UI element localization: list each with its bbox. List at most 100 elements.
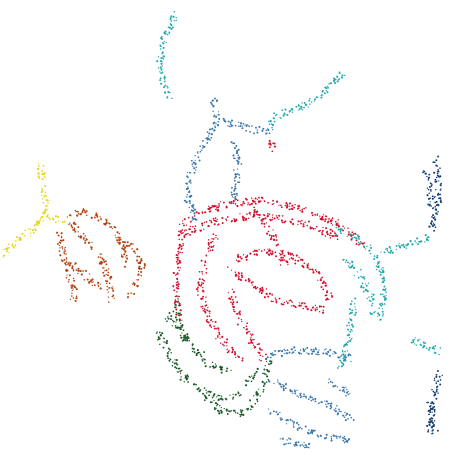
scatter-point [204,362,206,364]
scatter-point [228,201,231,204]
scatter-point [97,256,100,258]
scatter-point [256,398,259,401]
scatter-point [188,340,191,342]
scatter-point [288,351,291,354]
scatter-point [272,235,275,238]
scatter-point [234,310,236,313]
scatter-point [338,410,341,412]
scatter-point [254,346,257,349]
scatter-point [123,265,126,268]
scatter-point [175,362,178,364]
scatter-point [185,224,188,226]
scatter-point [247,380,250,382]
scatter-point [312,270,314,272]
scatter-point [380,305,383,307]
scatter-point [190,159,193,162]
scatter-point [167,317,170,320]
scatter-point [345,343,347,346]
scatter-point [253,374,256,377]
scatter-point [405,244,408,247]
scatter-point [385,288,387,290]
scatter-point [303,207,305,210]
scatter-point [182,222,184,225]
scatter-point [313,100,316,102]
scatter-point [209,324,212,327]
scatter-point [187,381,190,383]
scatter-point [192,165,194,168]
cluster-red [172,139,366,362]
scatter-point [332,385,335,388]
scatter-point [434,345,437,347]
scatter-point [307,106,309,108]
scatter-point [203,399,206,402]
scatter-point [348,231,350,233]
scatter-point [205,296,207,298]
scatter-point [427,239,429,242]
scatter-point [210,319,212,322]
scatter-point [56,231,59,234]
scatter-point [227,410,230,412]
scatter-point [334,232,336,235]
scatter-point [83,236,85,239]
scatter-point [75,210,77,213]
scatter-point [77,212,80,215]
scatter-point [197,152,199,154]
scatter-point [286,260,289,263]
scatter-point [170,20,173,22]
scatter-point [340,361,343,364]
scatter-point [402,243,405,246]
scatter-point [249,279,251,281]
scatter-point [233,219,236,221]
scatter-point [250,339,253,343]
scatter-point [325,89,327,92]
scatter-point [84,269,88,272]
scatter-point [439,184,442,187]
scatter-point [275,302,278,304]
scatter-point [321,215,324,218]
scatter-point [184,374,186,377]
scatter-point [159,77,162,80]
scatter-point [277,379,279,381]
scatter-point [294,443,297,446]
scatter-point [431,216,433,218]
scatter-point [366,297,368,300]
scatter-point [325,400,328,403]
scatter-point [192,161,195,164]
scatter-point [281,253,283,256]
scatter-point [251,284,253,286]
scatter-point [275,239,278,242]
scatter-point [92,281,94,283]
scatter-point [350,338,352,341]
scatter-point [220,371,223,374]
scatter-point [299,304,302,307]
scatter-point [29,232,32,234]
scatter-point [315,96,318,98]
scatter-point [232,157,235,159]
scatter-point [249,330,251,333]
scatter-point [226,216,229,218]
scatter-point [171,97,173,100]
scatter-point [209,241,213,244]
scatter-point [288,300,290,302]
scatter-point [294,445,296,447]
scatter-point [251,342,254,344]
scatter-point [307,267,309,269]
scatter-point [433,196,436,199]
scatter-point [161,65,163,67]
scatter-point [344,354,347,356]
scatter-point [236,301,239,304]
scatter-point [381,303,384,306]
scatter-point [231,124,234,127]
scatter-point [56,242,59,245]
scatter-point [273,382,275,385]
scatter-point [245,384,247,387]
scatter-point [196,388,199,391]
scatter-point [245,408,248,410]
scatter-point [103,274,106,277]
scatter-point [365,283,367,285]
scatter-point [361,242,364,245]
scatter-point [155,332,158,334]
scatter-point [431,197,434,200]
scatter-point [320,277,322,280]
scatter-point [252,344,255,346]
